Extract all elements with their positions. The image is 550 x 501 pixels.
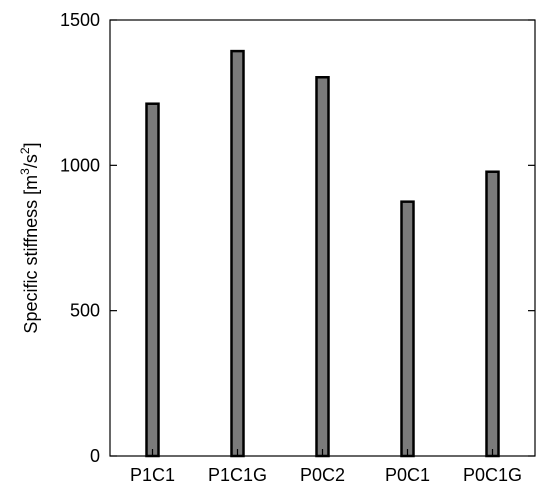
x-tick-label-p1c1g: P1C1G <box>208 465 267 485</box>
labels-layer: 0 500 1000 1500 P1C1 P1C1G P0C2 P0C1 P0C1G <box>60 10 522 485</box>
x-tick-label-p0c1: P0C1 <box>385 465 430 485</box>
bar-p1c1 <box>145 102 160 458</box>
bar-p0c1g <box>485 170 500 458</box>
y-tick-label-1: 500 <box>70 301 100 321</box>
y-tick-label-2: 1000 <box>60 155 100 175</box>
bar-p0c2 <box>315 76 330 458</box>
bar-p1c1g <box>230 49 245 458</box>
bars-layer <box>145 49 500 458</box>
x-tick-label-p0c1g: P0C1G <box>463 465 522 485</box>
x-tick-label-p0c2: P0C2 <box>300 465 345 485</box>
bar-p0c1 <box>400 200 415 458</box>
y-axis-title: Specific stiffness [m3/s2] <box>18 142 41 333</box>
ticks-layer <box>110 19 535 457</box>
x-tick-label-p1c1: P1C1 <box>130 465 175 485</box>
y-tick-label-3: 1500 <box>60 10 100 30</box>
y-tick-label-0: 0 <box>90 446 100 466</box>
